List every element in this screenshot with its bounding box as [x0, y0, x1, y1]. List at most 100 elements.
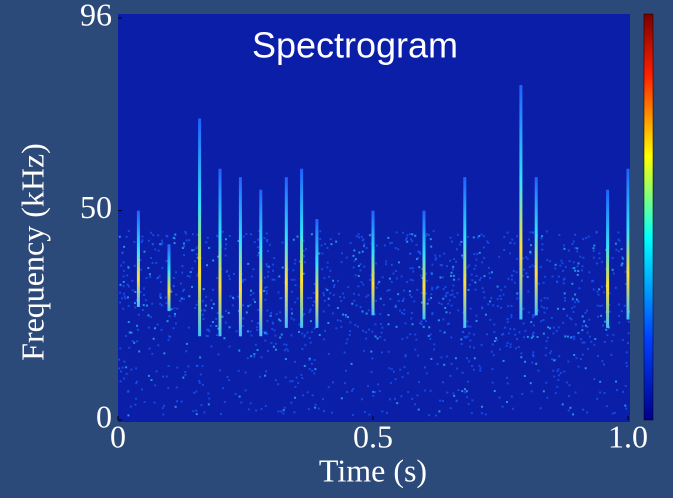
noise-speck	[546, 396, 549, 399]
noise-speck	[557, 368, 560, 371]
noise-speck	[444, 294, 447, 297]
noise-speck	[446, 291, 449, 294]
noise-speck	[375, 299, 378, 302]
noise-speck	[521, 274, 524, 277]
noise-speck	[574, 391, 577, 394]
noise-speck	[620, 264, 623, 267]
noise-speck	[359, 306, 362, 309]
noise-speck	[185, 342, 188, 345]
noise-speck	[452, 284, 455, 287]
noise-speck	[165, 260, 168, 263]
noise-speck	[431, 311, 434, 314]
noise-speck	[605, 405, 608, 408]
noise-speck	[464, 391, 467, 394]
noise-speck	[611, 340, 614, 343]
noise-speck	[340, 299, 343, 302]
noise-speck	[443, 363, 446, 366]
noise-speck	[134, 290, 137, 293]
noise-speck	[252, 292, 255, 295]
noise-speck	[332, 279, 335, 282]
noise-speck	[265, 240, 268, 243]
noise-speck	[206, 264, 209, 267]
noise-speck	[130, 368, 133, 371]
noise-speck	[567, 360, 570, 363]
noise-speck	[404, 322, 407, 325]
noise-speck	[184, 370, 187, 373]
noise-speck	[429, 337, 432, 340]
noise-speck	[307, 408, 310, 411]
noise-speck	[120, 264, 123, 267]
noise-speck	[149, 275, 152, 278]
noise-speck	[404, 355, 407, 358]
noise-speck	[383, 338, 386, 341]
noise-speck	[368, 234, 371, 237]
noise-speck	[414, 234, 417, 237]
noise-speck	[450, 336, 453, 339]
noise-speck	[489, 318, 492, 321]
noise-speck	[351, 389, 354, 392]
noise-speck	[167, 338, 170, 341]
noise-speck	[189, 271, 192, 274]
noise-speck	[266, 319, 269, 322]
noise-speck	[357, 233, 360, 236]
noise-speck	[308, 368, 311, 371]
noise-speck	[260, 408, 263, 411]
noise-speck	[625, 365, 628, 368]
noise-speck	[310, 330, 313, 333]
noise-speck	[123, 377, 126, 380]
noise-speck	[147, 239, 150, 242]
x-tick-label: 0	[110, 418, 126, 454]
noise-speck	[195, 253, 198, 256]
noise-speck	[625, 361, 628, 364]
noise-speck	[472, 236, 475, 239]
noise-speck	[622, 390, 625, 393]
noise-speck	[162, 404, 165, 407]
noise-speck	[136, 328, 139, 331]
noise-speck	[571, 335, 574, 338]
noise-speck	[463, 388, 466, 391]
noise-speck	[157, 344, 160, 347]
noise-speck	[557, 275, 560, 278]
noise-speck	[460, 338, 463, 341]
noise-speck	[531, 316, 534, 319]
noise-speck	[127, 414, 130, 417]
noise-speck	[458, 243, 461, 246]
noise-speck	[314, 406, 317, 409]
noise-speck	[530, 390, 533, 393]
noise-speck	[574, 301, 577, 304]
noise-speck	[554, 392, 557, 395]
noise-speck	[151, 242, 154, 245]
noise-speck	[425, 234, 428, 237]
noise-speck	[253, 355, 256, 358]
noise-speck	[293, 262, 296, 265]
noise-speck	[292, 269, 295, 272]
noise-speck	[219, 412, 222, 415]
noise-speck	[375, 244, 378, 247]
noise-speck	[584, 311, 587, 314]
noise-speck	[552, 326, 555, 329]
noise-speck	[479, 277, 482, 280]
noise-speck	[500, 306, 503, 309]
noise-speck	[425, 292, 428, 295]
noise-speck	[257, 238, 260, 241]
noise-speck	[147, 326, 150, 329]
noise-speck	[512, 269, 515, 272]
noise-speck	[420, 292, 423, 295]
noise-speck	[396, 402, 399, 405]
noise-speck	[486, 240, 489, 243]
noise-speck	[147, 314, 150, 317]
noise-speck	[198, 379, 201, 382]
noise-speck	[404, 354, 407, 357]
noise-speck	[232, 272, 235, 275]
noise-speck	[477, 236, 480, 239]
noise-speck	[520, 356, 523, 359]
noise-speck	[311, 394, 314, 397]
noise-speck	[118, 235, 121, 238]
noise-speck	[306, 391, 309, 394]
noise-speck	[501, 333, 504, 336]
noise-speck	[352, 413, 355, 416]
noise-speck	[440, 264, 443, 267]
noise-speck	[514, 347, 517, 350]
noise-speck	[593, 378, 596, 381]
noise-speck	[202, 288, 205, 291]
